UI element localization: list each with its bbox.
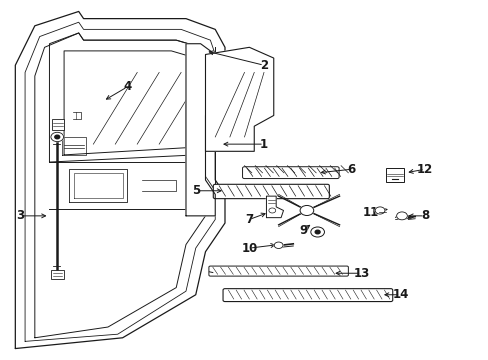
Text: 14: 14 bbox=[391, 288, 408, 301]
Circle shape bbox=[374, 207, 384, 214]
Text: 1: 1 bbox=[260, 138, 267, 150]
Circle shape bbox=[268, 208, 275, 213]
Polygon shape bbox=[266, 196, 283, 218]
Text: 5: 5 bbox=[191, 184, 200, 197]
Text: 9: 9 bbox=[298, 224, 306, 237]
Text: 10: 10 bbox=[241, 242, 257, 255]
Circle shape bbox=[51, 132, 63, 141]
Polygon shape bbox=[205, 47, 273, 151]
FancyBboxPatch shape bbox=[52, 119, 64, 130]
FancyBboxPatch shape bbox=[213, 184, 329, 199]
Text: 7: 7 bbox=[245, 213, 253, 226]
FancyBboxPatch shape bbox=[223, 289, 392, 302]
Circle shape bbox=[274, 242, 283, 248]
Text: 12: 12 bbox=[416, 163, 432, 176]
Text: 11: 11 bbox=[363, 206, 379, 219]
FancyBboxPatch shape bbox=[242, 167, 338, 179]
Text: 3: 3 bbox=[16, 210, 24, 222]
Circle shape bbox=[310, 227, 324, 237]
FancyBboxPatch shape bbox=[208, 266, 347, 276]
Text: 8: 8 bbox=[420, 210, 428, 222]
Text: 6: 6 bbox=[347, 163, 355, 176]
Text: 13: 13 bbox=[353, 267, 369, 280]
Text: 2: 2 bbox=[260, 59, 267, 72]
Text: 4: 4 bbox=[123, 80, 131, 93]
FancyBboxPatch shape bbox=[385, 168, 404, 182]
Circle shape bbox=[396, 212, 407, 220]
Polygon shape bbox=[185, 44, 215, 216]
FancyBboxPatch shape bbox=[51, 270, 63, 279]
Circle shape bbox=[315, 230, 320, 234]
Circle shape bbox=[300, 206, 313, 216]
Circle shape bbox=[55, 135, 60, 139]
